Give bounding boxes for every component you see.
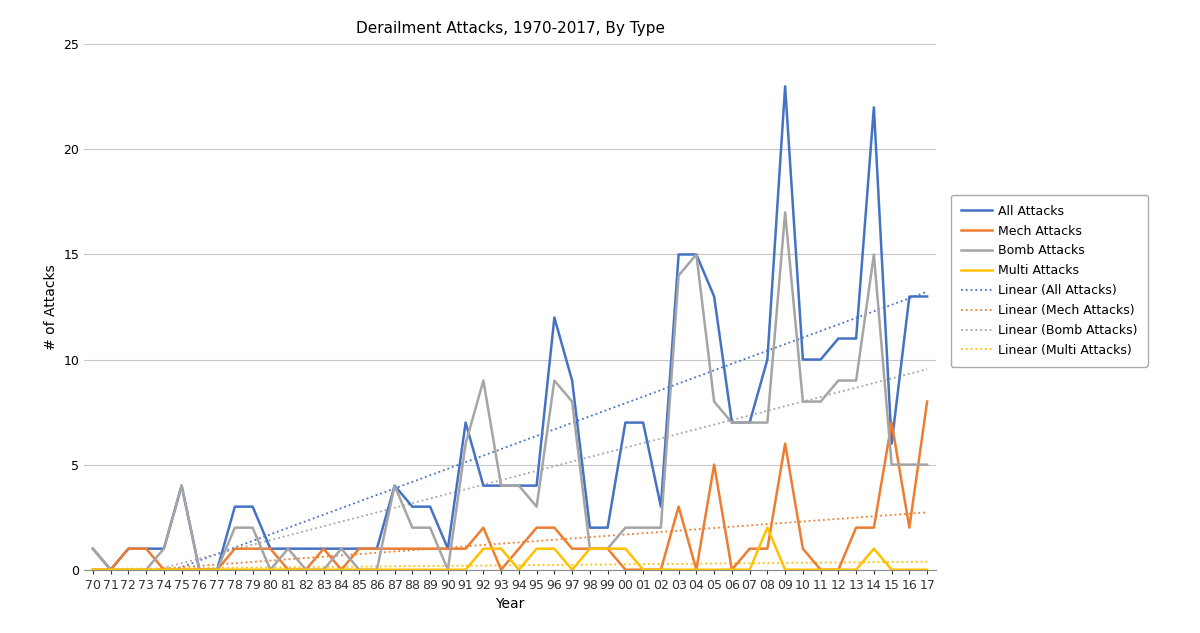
Legend: All Attacks, Mech Attacks, Bomb Attacks, Multi Attacks, Linear (All Attacks), Li: All Attacks, Mech Attacks, Bomb Attacks,… <box>950 195 1147 367</box>
Y-axis label: # of Attacks: # of Attacks <box>43 264 58 350</box>
Title: Derailment Attacks, 1970-2017, By Type: Derailment Attacks, 1970-2017, By Type <box>355 21 665 36</box>
X-axis label: Year: Year <box>496 598 524 611</box>
